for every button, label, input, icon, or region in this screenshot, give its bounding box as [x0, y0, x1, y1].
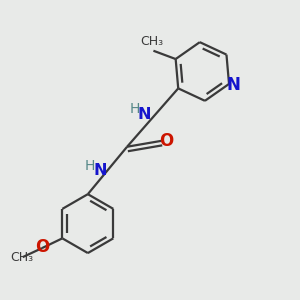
Text: CH₃: CH₃: [140, 35, 163, 48]
Text: N: N: [138, 107, 151, 122]
Text: N: N: [226, 76, 240, 94]
Text: H: H: [130, 102, 140, 116]
Text: CH₃: CH₃: [10, 251, 33, 264]
Text: O: O: [35, 238, 49, 256]
Text: O: O: [160, 132, 174, 150]
Text: H: H: [84, 158, 95, 172]
Text: N: N: [94, 163, 107, 178]
